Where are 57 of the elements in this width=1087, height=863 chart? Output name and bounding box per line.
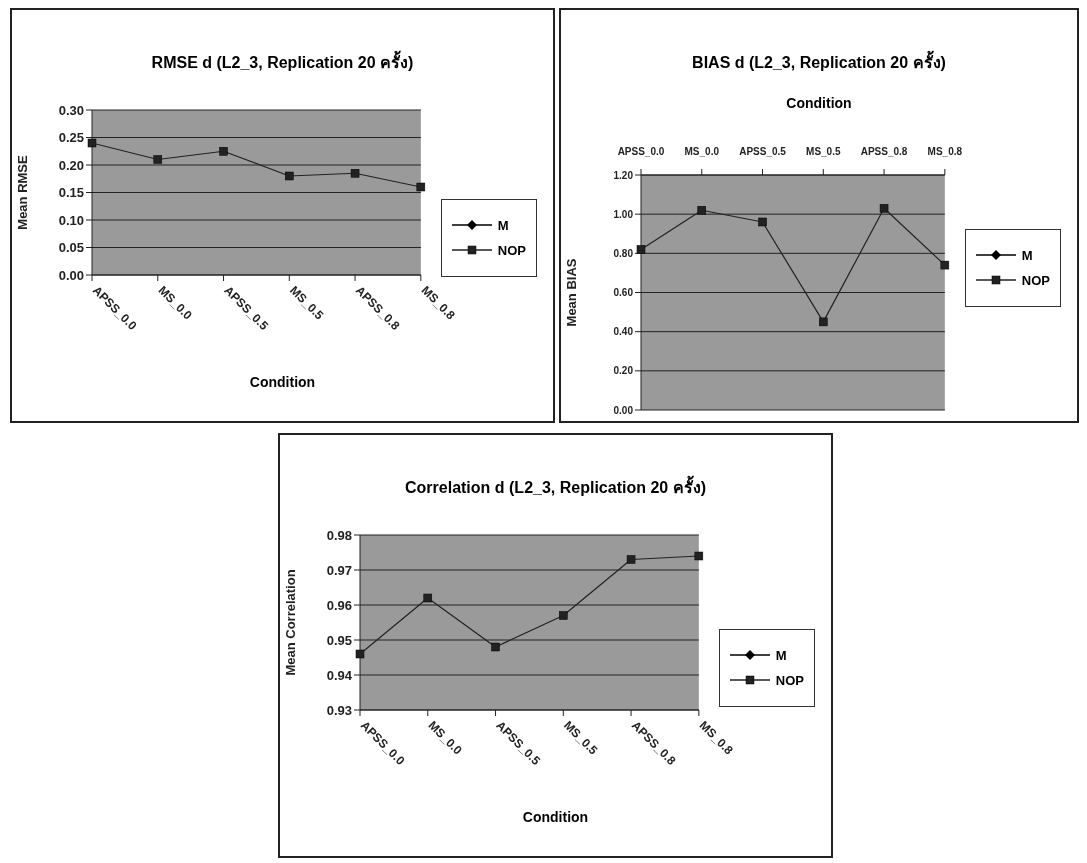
legend-label: NOP [1021,272,1050,288]
x-tick-label: APSS_0.5 [739,146,787,157]
legend-label: M [775,647,787,663]
y-axis-title: Mean Correlation [282,569,298,676]
y-tick-label: 0.95 [326,632,352,648]
y-tick-label: 0.80 [613,247,634,259]
x-axis-title: Condition [248,374,317,390]
point [350,169,360,178]
legend-label: M [1021,247,1033,263]
point [153,155,163,164]
point [940,260,950,270]
point [219,147,228,156]
point [879,204,889,213]
y-tick-label: 0.15 [58,185,84,201]
y-axis-title: Mean RMSE [14,154,30,230]
legend-label: NOP [497,242,526,258]
y-tick-label: 0.00 [613,404,634,416]
y-tick-label: 1.00 [613,208,634,220]
point [416,182,426,192]
y-tick-label: 0.00 [58,267,84,283]
point [697,206,707,215]
y-tick-label: 0.40 [613,326,634,338]
point [626,555,636,564]
y-tick-label: 0.97 [326,562,352,578]
legend-label: NOP [775,672,804,688]
y-tick-label: 0.25 [58,130,84,146]
point [423,593,433,603]
x-tick-label: APSS_0.0 [617,146,665,157]
y-tick-label: 1.20 [613,169,634,181]
y-tick-label: 0.20 [58,157,84,173]
y-tick-label: 0.98 [326,527,352,543]
point [355,649,365,659]
chart-title: Correlation d (L2_3, Replication 20 ครั้ง) [404,475,707,498]
x-tick-label: MS_0.5 [806,146,841,157]
chart-title: RMSE d (L2_3, Replication 20 ครั้ง) [150,50,415,73]
y-tick-label: 0.30 [58,102,84,118]
x-tick-label: MS_0.0 [684,146,720,157]
legend-label: M [497,217,509,233]
y-tick-label: 0.20 [613,365,634,377]
x-tick-label: APSS_0.8 [860,146,908,157]
x-axis-title: Condition [521,809,590,825]
point [559,611,568,620]
chart-title: BIAS d (L2_3, Replication 20 ครั้ง) [691,50,947,73]
point [491,642,500,652]
point [819,317,828,327]
y-axis-title: Mean BIAS [563,258,579,327]
point [694,551,704,561]
y-tick-label: 0.96 [326,597,352,613]
y-tick-label: 0.60 [613,287,634,299]
x-tick-label: MS_0.8 [927,146,963,157]
y-tick-label: 0.94 [326,667,353,683]
y-tick-label: 0.05 [58,240,84,256]
point [758,217,767,227]
x-axis-title: Condition [785,95,853,111]
y-tick-label: 0.10 [58,212,84,228]
y-tick-label: 0.93 [326,702,352,718]
point [285,171,294,181]
